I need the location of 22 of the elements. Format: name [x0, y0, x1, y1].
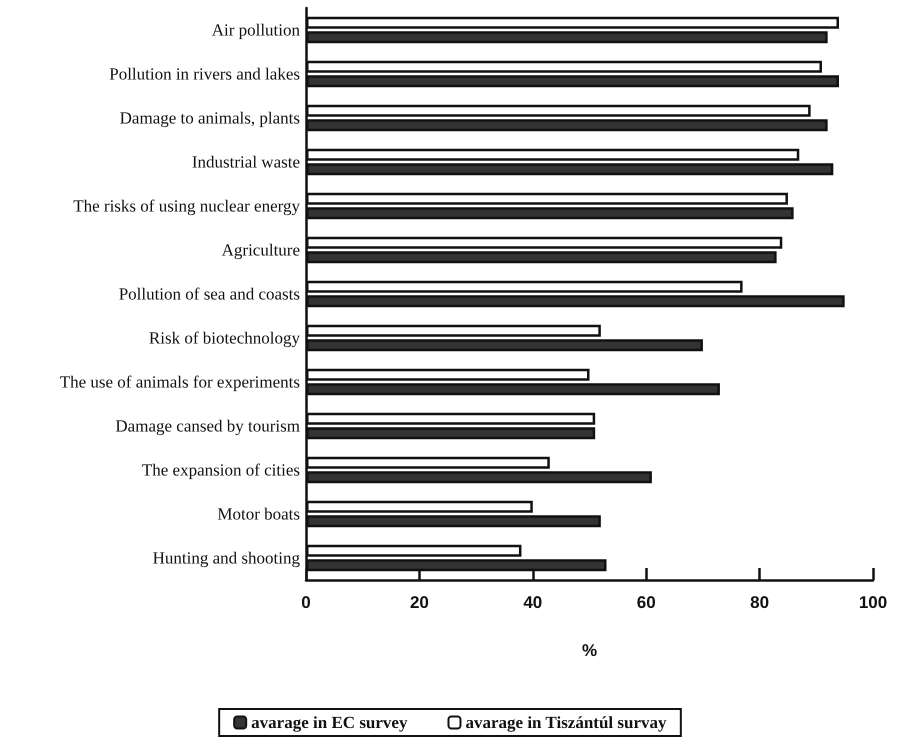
legend-label: avarage in EC survey: [251, 713, 408, 732]
x-tick-label: 20: [410, 593, 429, 612]
y-tick-label: Damage to animals, plants: [120, 108, 300, 128]
x-tick-label: 100: [858, 593, 888, 612]
y-tick-label: Industrial waste: [192, 152, 300, 172]
y-tick-label: Hunting and shooting: [152, 548, 300, 568]
y-tick-label: The expansion of cities: [142, 460, 300, 480]
y-tick-label: Pollution in rivers and lakes: [109, 64, 300, 84]
y-tick-label: Pollution of sea and coasts: [118, 284, 300, 304]
x-tick-label: 40: [523, 593, 542, 612]
y-tick-label: Air pollution: [212, 20, 300, 40]
y-tick-label: Damage cansed by tourism: [115, 416, 300, 436]
legend-label: avarage in Tiszántúl survay: [465, 713, 668, 732]
y-tick-label: Risk of biotechnology: [148, 328, 300, 348]
y-tick-label: Agriculture: [222, 240, 300, 260]
x-axis-title: %: [582, 641, 598, 660]
y-tick-label: Motor boats: [217, 504, 300, 524]
x-tick-label: 80: [750, 593, 770, 612]
y-tick-label: The risks of using nuclear energy: [73, 196, 300, 216]
x-tick-label: 60: [636, 593, 656, 612]
x-tick-label: 0: [301, 593, 311, 612]
y-tick-label: The use of animals for experiments: [60, 372, 300, 392]
